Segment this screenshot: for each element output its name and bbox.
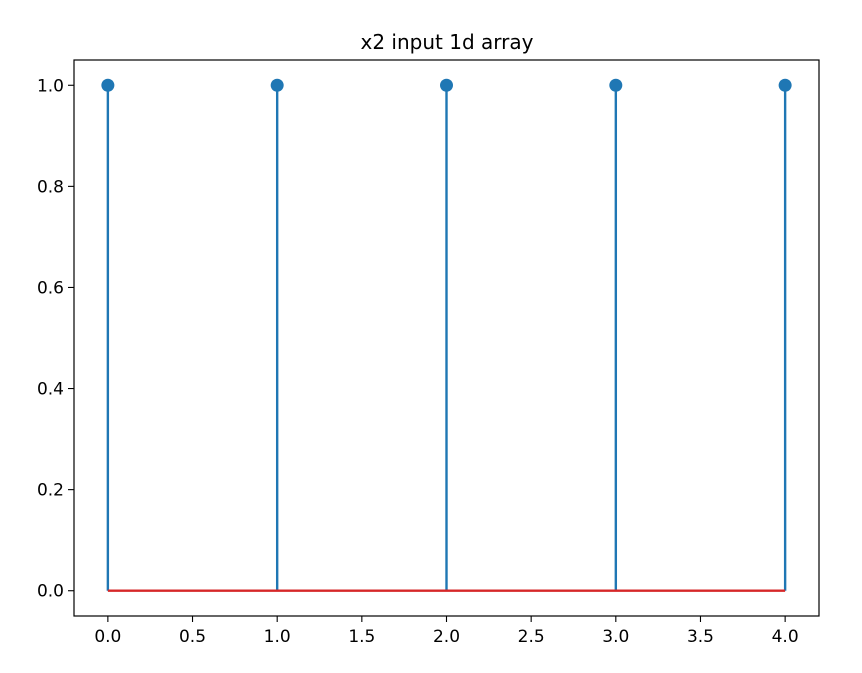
y-tick-label: 0.2	[37, 481, 64, 501]
y-tick-label: 0.4	[37, 380, 64, 400]
stem-marker	[440, 78, 453, 92]
x-axis-ticks: 0.0 0.5 1.0 1.5 2.0 2.5 3.0 3.5 4.0	[94, 616, 799, 647]
y-tick-label: 1.0	[37, 76, 64, 96]
stem-markers	[101, 78, 792, 92]
plot-frame	[73, 59, 820, 617]
y-tick-label: 0.6	[37, 278, 64, 298]
x-tick-label: 2.5	[518, 627, 545, 647]
chart-title: x2 input 1d array	[361, 30, 534, 54]
y-axis-ticks: 0.0 0.2 0.4 0.6 0.8 1.0	[37, 76, 74, 602]
x-tick-label: 0.0	[94, 627, 121, 647]
x-tick-label: 1.0	[264, 627, 291, 647]
x-tick-label: 0.5	[179, 627, 206, 647]
x-tick-label: 2.0	[433, 627, 460, 647]
x-tick-label: 1.5	[348, 627, 375, 647]
y-tick-label: 0.0	[37, 582, 64, 602]
y-tick-label: 0.8	[37, 177, 64, 197]
x-tick-label: 3.5	[687, 627, 714, 647]
stem-marker	[270, 78, 284, 92]
stem-marker	[609, 78, 623, 92]
x-tick-label: 3.0	[602, 627, 629, 647]
stem-marker	[101, 78, 115, 92]
stem-marker	[778, 78, 792, 92]
x-tick-label: 4.0	[772, 627, 799, 647]
stem-series	[106, 85, 787, 591]
